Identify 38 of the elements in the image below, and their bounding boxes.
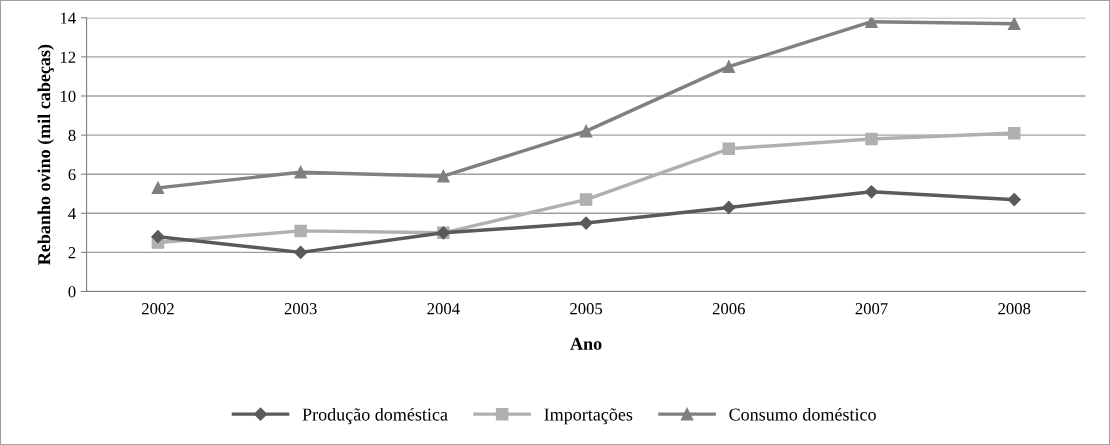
y-tick-label: 12 [60, 51, 76, 63]
point [437, 169, 450, 183]
point [151, 181, 165, 195]
point [1007, 17, 1021, 30]
legend-label: Produção doméstica [302, 407, 448, 425]
point [722, 200, 736, 215]
point [294, 245, 308, 259]
y-tick-label: 2 [68, 247, 76, 259]
point [579, 216, 593, 230]
point [579, 193, 593, 206]
x-tick-label: 2005 [570, 303, 603, 315]
x-tick-label: 2002 [142, 303, 174, 315]
y-tick-label: 8 [68, 129, 76, 142]
legend-label: Consumo doméstico [729, 407, 876, 421]
x-tick-label: 2006 [712, 303, 745, 315]
point [865, 17, 878, 28]
legend-label: Importações [544, 408, 633, 425]
x-axis-title: Ano [570, 337, 602, 350]
point [864, 185, 879, 199]
x-tick-label: 2007 [855, 303, 888, 315]
y-axis-title: Rebanho ovino (mil cabeças) [37, 44, 54, 265]
x-tick-label: 2003 [284, 303, 317, 315]
x-tick-label: 2004 [427, 303, 460, 315]
point [579, 124, 593, 138]
y-tick-label: 10 [60, 90, 76, 102]
point [722, 142, 736, 156]
y-tick-label: 6 [68, 168, 76, 181]
point [151, 230, 165, 244]
point [294, 224, 307, 238]
point [1007, 126, 1021, 140]
point [294, 165, 307, 179]
point [1007, 193, 1021, 207]
y-tick-label: 4 [68, 208, 76, 220]
y-tick-label: 14 [60, 12, 76, 24]
x-tick-label: 2008 [998, 303, 1031, 315]
point [722, 60, 736, 73]
point [865, 132, 878, 146]
y-tick-label: 0 [68, 286, 76, 298]
